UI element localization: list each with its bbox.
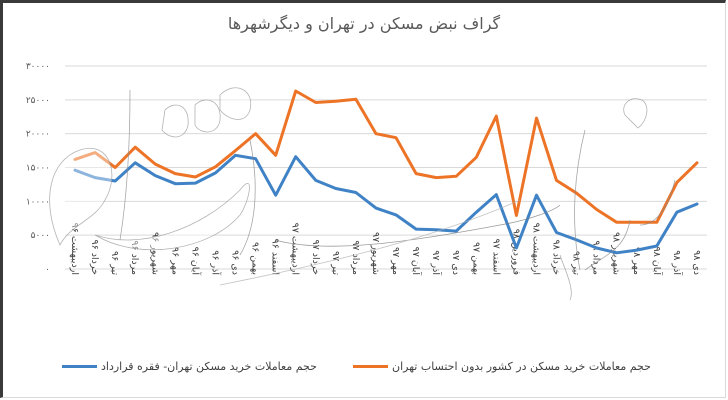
y-tick-label: ۲۰۰۰۰	[26, 130, 50, 140]
legend-label-country: حجم معاملات خرید مسکن در کشور بدون احتسا…	[392, 360, 651, 373]
legend-item-country[interactable]: حجم معاملات خرید مسکن در کشور بدون احتسا…	[353, 360, 651, 373]
x-axis: اردیبهشت ۹۶ خرداد ۹۶ تیر ۹۶ مرداد ۹۶ شهریور …	[69, 223, 702, 276]
legend-label-tehran: حجم معاملات خرید مسکن تهران- فقره قراردا…	[101, 360, 317, 373]
series-lines	[73, 89, 699, 255]
x-tick-label: اسفند ۹۶	[270, 239, 281, 276]
x-tick-label: خرداد ۹۸	[551, 240, 562, 276]
x-tick-label: مهر ۹۶	[169, 247, 180, 275]
x-tick-label: تیر ۹۸	[571, 251, 582, 275]
chart-title: گراف نبض مسکن در تهران و دیگرشهرها	[227, 14, 501, 33]
series-line[interactable]	[73, 153, 699, 255]
chart-legend: حجم معاملات خرید مسکن تهران- فقره قراردا…	[0, 360, 728, 380]
legend-item-tehran[interactable]: حجم معاملات خرید مسکن تهران- فقره قراردا…	[62, 360, 317, 373]
x-tick-label: شهریور ۹۷	[370, 232, 381, 275]
x-tick-label: اردیبهشت ۹۸	[530, 223, 541, 275]
y-tick-label: ۲۵۰۰۰	[26, 96, 50, 106]
x-tick-label: بهمن ۹۶	[250, 242, 261, 275]
x-tick-label: دی ۹۸	[691, 250, 702, 275]
x-tick-label: اردیبهشت ۹۶	[69, 223, 80, 275]
x-tick-label: آبان ۹۸	[651, 247, 664, 276]
x-tick-label: آذر ۹۶	[209, 250, 222, 275]
x-tick-label: تیر ۹۷	[330, 251, 341, 275]
series-line[interactable]	[73, 89, 699, 224]
x-tick-label: آبان ۹۷	[410, 247, 423, 276]
x-tick-label: دی ۹۷	[450, 250, 461, 275]
x-tick-label: تیر ۹۶	[109, 251, 120, 275]
x-tick-label: مرداد ۹۸	[591, 240, 602, 275]
x-tick-label: آذر ۹۸	[671, 250, 684, 275]
legend-swatch-orange-icon	[353, 365, 388, 368]
x-tick-label: مهر ۹۸	[631, 247, 642, 275]
x-tick-label: اسفند ۹۷	[490, 239, 501, 276]
x-tick-label: فروردین ۹۸	[510, 229, 521, 275]
x-tick-label: خرداد ۹۶	[89, 240, 100, 276]
gridlines	[65, 65, 707, 270]
watermark-logo-icon	[49, 87, 676, 301]
x-tick-label: بهمن ۹۷	[470, 242, 481, 275]
x-tick-label: دی ۹۶	[230, 250, 241, 275]
y-axis: ۰ ۵۰۰۰ ۱۰۰۰۰ ۱۵۰۰۰ ۲۰۰۰۰ ۲۵۰۰۰ ۳۰۰۰۰	[26, 62, 50, 275]
y-tick-label: ۱۵۰۰۰	[26, 164, 50, 174]
x-tick-label: اردیبهشت ۹۷	[290, 223, 301, 275]
y-tick-label: ۳۰۰۰۰	[26, 62, 50, 72]
legend-swatch-blue-icon	[62, 365, 97, 368]
y-tick-label: ۰	[45, 265, 50, 275]
x-tick-label: آذر ۹۷	[430, 250, 443, 275]
x-tick-label: مرداد ۹۶	[129, 240, 140, 275]
y-tick-label: ۱۰۰۰۰	[26, 197, 50, 207]
x-tick-label: آبان ۹۶	[189, 247, 202, 276]
x-tick-label: مهر ۹۷	[390, 247, 401, 275]
x-tick-label: خرداد ۹۷	[310, 240, 321, 276]
y-tick-label: ۵۰۰۰	[31, 231, 50, 241]
x-tick-label: مرداد ۹۷	[350, 240, 361, 275]
x-tick-label: شهریور ۹۶	[149, 232, 160, 275]
